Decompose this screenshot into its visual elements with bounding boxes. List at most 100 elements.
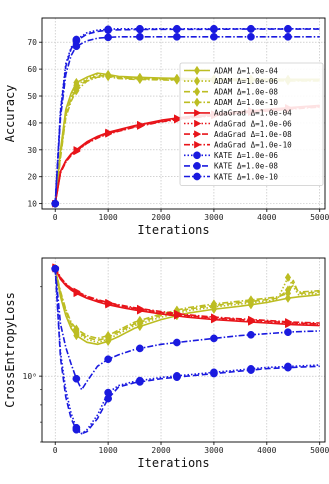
- x-tick-label: 3000: [204, 446, 223, 455]
- data-point-adam-delta-1-0e-10: [73, 324, 80, 334]
- series-line-kate-delta-1-0e-08: [54, 268, 320, 435]
- series-line-kate-delta-1-0e-06: [54, 27, 320, 204]
- data-point-kate-delta-1-0e-10: [284, 328, 292, 337]
- data-point-kate-delta-1-0e-08: [104, 26, 112, 34]
- y-axis-label: Accuracy: [3, 85, 17, 143]
- data-point-kate-delta-1-0e-10: [247, 330, 255, 339]
- x-tick-label: 3000: [204, 213, 223, 222]
- data-point-kate-delta-1-0e-08: [104, 394, 112, 403]
- x-tick-label: 0: [53, 446, 58, 455]
- legend-entry-adagrad-delta-1-0e-10: AdaGrad Δ=1.0e-10: [214, 141, 292, 150]
- data-point-kate-delta-1-0e-08: [72, 425, 81, 434]
- data-point-kate-delta-1-0e-08: [173, 25, 181, 34]
- legend-marker-adam-delta-1-0e-06: [193, 76, 201, 86]
- legend-entry-adam-delta-1-0e-10: ADAM Δ=1.0e-10: [214, 98, 278, 107]
- data-point-kate-delta-1-0e-10: [136, 32, 144, 41]
- data-point-kate-delta-1-0e-10: [51, 264, 60, 273]
- data-point-kate-delta-1-0e-08: [284, 363, 292, 372]
- x-tick-label: 4000: [257, 213, 276, 222]
- data-point-adagrad-delta-1-0e-10: [73, 147, 81, 156]
- legend-entry-adagrad-delta-1-0e-06: AdaGrad Δ=1.0e-06: [214, 119, 292, 128]
- data-point-adagrad-delta-1-0e-10: [248, 315, 256, 324]
- x-tick-label: 2000: [151, 446, 170, 455]
- y-tick-label: 30: [27, 146, 37, 155]
- data-point-adam-delta-1-0e-10: [173, 75, 180, 85]
- series-line-adam-delta-1-0e-06: [54, 268, 320, 344]
- y-tick-label: 10: [27, 200, 37, 209]
- x-axis-label: Iterations: [137, 456, 209, 470]
- data-point-kate-delta-1-0e-08: [284, 25, 292, 33]
- data-point-kate-delta-1-0e-08: [210, 25, 218, 34]
- legend-marker-adam-delta-1-0e-08: [193, 86, 201, 97]
- legend-box: [179, 62, 324, 186]
- data-point-adagrad-delta-1-0e-10: [105, 130, 113, 138]
- data-point-adam-delta-1-0e-06: [284, 272, 292, 283]
- data-point-kate-delta-1-0e-08: [136, 25, 144, 34]
- legend-entry-kate-delta-1-0e-08: KATE Δ=1.0e-08: [214, 162, 278, 171]
- legend-marker-adam-delta-1-0e-04: [193, 65, 201, 76]
- series-line-adagrad-delta-1-0e-10: [54, 106, 320, 204]
- legend-entry-adam-delta-1-0e-08: ADAM Δ=1.0e-08: [214, 88, 278, 97]
- data-point-adam-delta-1-0e-10: [136, 74, 143, 85]
- data-point-kate-delta-1-0e-10: [210, 334, 218, 343]
- data-point-kate-delta-1-0e-10: [173, 338, 181, 347]
- data-point-adagrad-delta-1-0e-10: [105, 298, 113, 307]
- legend-entry-adagrad-delta-1-0e-08: AdaGrad Δ=1.0e-08: [214, 130, 292, 139]
- legend-marker-adagrad-delta-1-0e-04: [194, 109, 202, 117]
- data-point-kate-delta-1-0e-10: [136, 344, 144, 353]
- series-line-kate-delta-1-0e-10: [54, 268, 320, 391]
- x-tick-label: 4000: [257, 446, 276, 455]
- data-point-kate-delta-1-0e-10: [247, 32, 255, 41]
- accuracy-plot: 0 1000 2000 3000 4000 5000 10 20 30 40 50 60 70 Itera…: [3, 17, 329, 237]
- data-point-kate-delta-1-0e-10: [72, 42, 81, 51]
- x-tick-label: 1000: [98, 446, 117, 455]
- series-line-adagrad-delta-1-0e-10: [54, 266, 320, 324]
- legend-marker-adagrad-delta-1-0e-08: [194, 130, 202, 138]
- x-axis-label: Iterations: [137, 223, 209, 237]
- series-line-kate-delta-1-0e-06: [54, 268, 320, 435]
- data-point-kate-delta-1-0e-10: [284, 32, 292, 41]
- x-tick-label: 0: [53, 213, 58, 222]
- legend-marker-adam-delta-1-0e-10: [193, 97, 201, 108]
- data-point-adam-delta-1-0e-10: [105, 330, 112, 341]
- data-point-adagrad-delta-1-0e-10: [174, 115, 182, 124]
- y-tick-label: 70: [27, 38, 37, 47]
- y-tick-label: 60: [27, 65, 37, 74]
- legend-marker-kate-delta-1-0e-10: [193, 172, 201, 181]
- series-line-adam-delta-1-0e-04: [54, 268, 320, 346]
- data-point-adam-delta-1-0e-10: [105, 71, 112, 82]
- data-point-kate-delta-1-0e-08: [247, 25, 255, 33]
- data-point-adam-delta-1-0e-10: [73, 85, 80, 96]
- data-point-adam-delta-1-0e-10: [210, 299, 218, 309]
- data-point-adam-delta-1-0e-04: [284, 293, 292, 303]
- data-point-kate-delta-1-0e-08: [210, 369, 218, 378]
- y-axis-label: CrossEntropyLoss: [3, 292, 17, 408]
- data-point-adam-delta-1-0e-10: [247, 295, 255, 305]
- legend-marker-kate-delta-1-0e-06: [193, 151, 201, 160]
- y-tick-label: 10⁰: [23, 372, 37, 381]
- data-point-kate-delta-1-0e-10: [104, 355, 112, 364]
- x-tick-label: 5000: [310, 213, 329, 222]
- plot-frame: [41, 17, 326, 210]
- data-point-kate-delta-1-0e-10: [72, 374, 81, 383]
- x-tick-label: 2000: [151, 213, 170, 222]
- data-point-kate-delta-1-0e-10: [210, 32, 218, 41]
- data-point-adagrad-delta-1-0e-10: [174, 309, 182, 318]
- data-point-adagrad-delta-1-0e-10: [137, 122, 145, 130]
- series-group: [51, 263, 320, 435]
- loss-plot: 0 1000 2000 3000 4000 5000 10⁰ Iterations CrossE…: [3, 257, 329, 470]
- legend-entry-kate-delta-1-0e-06: KATE Δ=1.0e-06: [214, 151, 278, 160]
- data-point-adagrad-delta-1-0e-10: [211, 313, 219, 321]
- series-line-kate-delta-1-0e-08: [54, 28, 320, 204]
- legend-entry-adagrad-delta-1-0e-04: AdaGrad Δ=1.0e-04: [214, 109, 292, 118]
- legend-entry-adam-delta-1-0e-06: ADAM Δ=1.0e-06: [214, 77, 278, 86]
- data-point-adagrad-delta-1-0e-10: [137, 304, 145, 313]
- y-tick-label: 50: [27, 92, 37, 101]
- x-tick-label: 5000: [310, 446, 329, 455]
- plot-frame: [41, 257, 326, 443]
- data-point-adam-delta-1-0e-10: [284, 288, 292, 299]
- data-point-kate-delta-1-0e-08: [247, 366, 255, 374]
- legend-marker-kate-delta-1-0e-08: [193, 162, 201, 170]
- data-point-kate-delta-1-0e-08: [136, 378, 144, 386]
